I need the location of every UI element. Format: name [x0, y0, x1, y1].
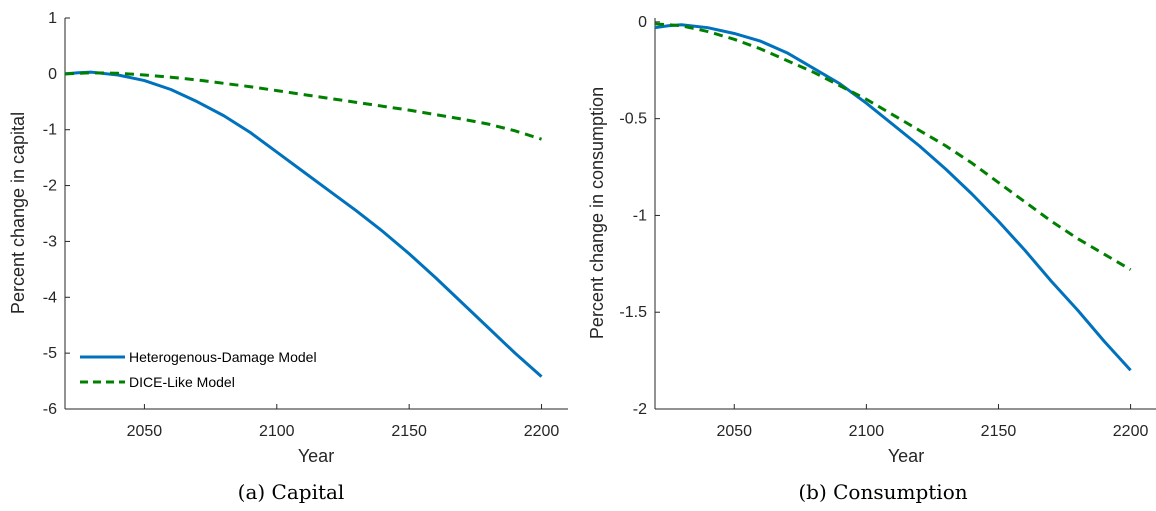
legend-box [74, 344, 394, 394]
panel-consumption-caption: (b) Consumption [798, 480, 967, 504]
panel-consumption-y-tick-label: 0 [638, 14, 647, 31]
panel-consumption-y-tick-label: -0.5 [619, 111, 647, 128]
legend: Heterogenous-Damage Model DICE-Like Mode… [74, 344, 394, 394]
panel-consumption-y-axis-label: Percent change in consumption [587, 87, 607, 339]
panel-capital: 1 0 -1 -2 -3 -4 -5 -6 2050 2100 2150 2200 Year Perc… [8, 10, 568, 504]
panel-capital-x-tick-label: 2100 [259, 423, 295, 440]
panel-capital-y-tick-label: 0 [48, 66, 57, 83]
panel-capital-y-tick-label: -3 [43, 233, 57, 250]
panel-consumption-series-heterogenous-line [654, 23, 1132, 372]
legend-label-dice: DICE-Like Model [129, 374, 235, 390]
panel-consumption-series-dice-line [654, 22, 1132, 271]
panel-capital-series-heterogenous-line [64, 70, 543, 378]
panel-capital-y-axis-label: Percent change in capital [8, 112, 28, 314]
panel-consumption-x-tick-label: 2100 [849, 423, 885, 440]
panel-capital-plot: 1 0 -1 -2 -3 -4 -5 -6 2050 2100 2150 2200 [43, 10, 568, 440]
panel-consumption-y-tick-label: -2 [633, 401, 647, 418]
panel-consumption-x-tick-label: 2050 [716, 423, 752, 440]
panel-consumption-x-tick-label: 2150 [981, 423, 1017, 440]
legend-label-heterogenous: Heterogenous-Damage Model [129, 349, 317, 365]
panel-consumption-x-tick-label: 2200 [1113, 423, 1149, 440]
panel-consumption-plot: 0 -0.5 -1 -1.5 -2 2050 2100 2150 2200 [619, 14, 1156, 440]
panel-capital-y-tick-label: -6 [43, 401, 57, 418]
panel-consumption: 0 -0.5 -1 -1.5 -2 2050 2100 2150 2200 Year Perce… [587, 14, 1156, 504]
panel-capital-y-tick-label: -2 [43, 178, 57, 195]
panel-capital-y-tick-label: -5 [43, 345, 57, 362]
panel-capital-series-dice-line [64, 71, 542, 141]
panel-capital-caption: (a) Capital [238, 480, 345, 504]
panel-consumption-x-axis-label: Year [888, 446, 924, 466]
panel-capital-y-tick-label: -1 [43, 122, 57, 139]
panel-capital-x-tick-label: 2200 [524, 423, 560, 440]
panel-capital-y-tick-label: 1 [48, 10, 57, 27]
panel-capital-x-tick-label: 2150 [391, 423, 427, 440]
panel-consumption-y-tick-label: -1.5 [619, 304, 647, 321]
panel-consumption-y-tick-label: -1 [633, 207, 647, 224]
panel-capital-y-tick-label: -4 [43, 289, 57, 306]
panel-capital-x-axis-label: Year [298, 446, 334, 466]
panel-capital-x-tick-label: 2050 [127, 423, 163, 440]
